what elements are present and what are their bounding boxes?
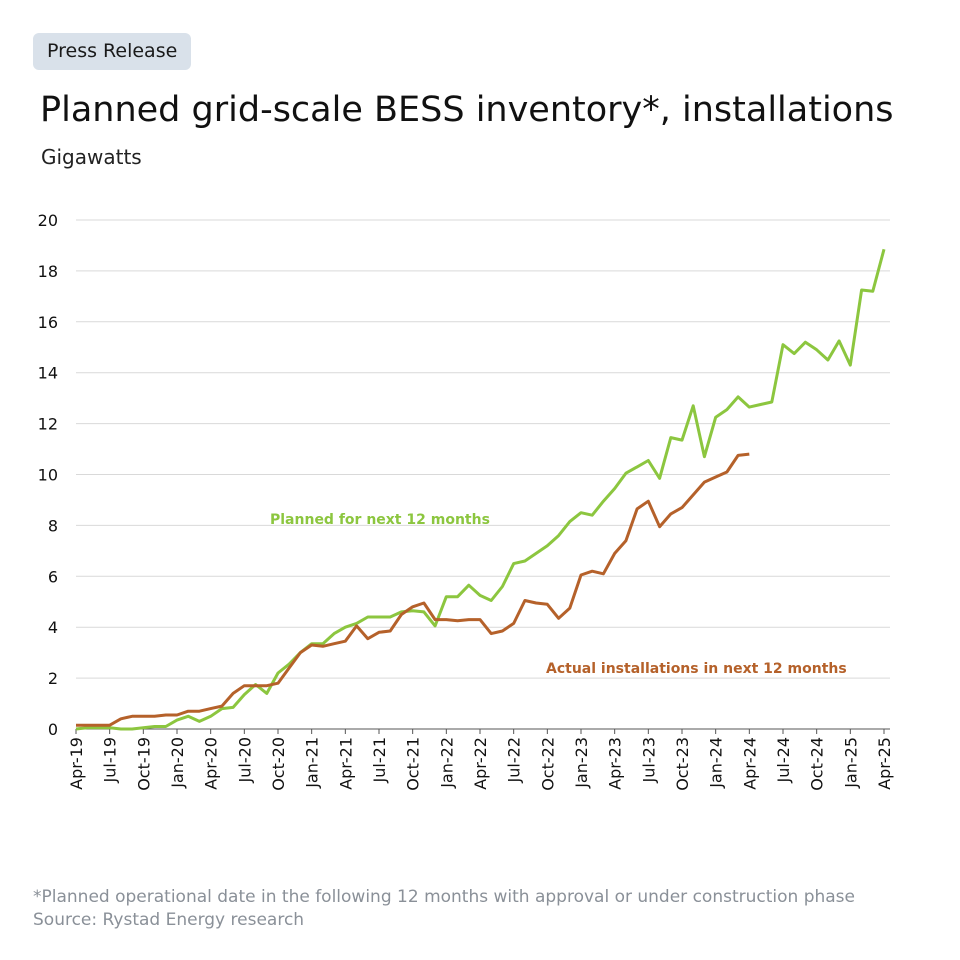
y-tick-label: 8 bbox=[48, 516, 58, 535]
x-tick-label: Jan-21 bbox=[303, 737, 322, 789]
x-tick-label: Apr-21 bbox=[336, 737, 355, 790]
y-tick-label: 10 bbox=[38, 466, 58, 485]
x-tick-label: Oct-19 bbox=[134, 737, 153, 791]
footnote: *Planned operational date in the followi… bbox=[33, 887, 856, 907]
y-tick-label: 18 bbox=[38, 262, 58, 281]
x-tick-label: Jul-20 bbox=[235, 737, 254, 783]
x-tick-label: Apr-20 bbox=[202, 737, 221, 790]
x-tick-label: Oct-20 bbox=[269, 737, 288, 791]
x-tick-label: Apr-22 bbox=[471, 737, 490, 790]
x-tick-label: Apr-24 bbox=[740, 737, 759, 790]
x-tick-label: Jan-23 bbox=[572, 737, 591, 789]
chart-subtitle: Gigawatts bbox=[41, 145, 142, 169]
x-tick-label: Apr-23 bbox=[606, 737, 625, 790]
x-tick-label: Jul-24 bbox=[774, 737, 793, 783]
x-tick-label: Oct-21 bbox=[404, 737, 423, 791]
y-tick-label: 2 bbox=[48, 669, 58, 688]
x-tick-label: Oct-24 bbox=[808, 737, 827, 791]
x-tick-label: Jan-22 bbox=[437, 737, 456, 789]
x-tick-label: Apr-25 bbox=[875, 737, 894, 790]
x-tick-label: Jan-20 bbox=[168, 737, 187, 789]
y-tick-label: 14 bbox=[38, 364, 58, 383]
y-tick-label: 20 bbox=[38, 211, 58, 230]
series-label: Planned for next 12 months bbox=[270, 512, 490, 528]
x-tick-label: Jul-23 bbox=[639, 737, 658, 783]
x-tick-label: Jul-19 bbox=[101, 737, 120, 783]
x-tick-label: Jul-22 bbox=[505, 737, 524, 783]
badge: Press Release bbox=[33, 33, 192, 70]
series-label: Actual installations in next 12 months bbox=[546, 661, 847, 677]
x-tick-label: Jan-25 bbox=[841, 737, 860, 789]
chart-title: Planned grid-scale BESS inventory*, inst… bbox=[40, 90, 894, 130]
x-tick-label: Jan-24 bbox=[707, 737, 726, 789]
y-tick-label: 16 bbox=[38, 313, 58, 332]
y-tick-label: 0 bbox=[48, 720, 58, 739]
series-line bbox=[76, 452, 750, 727]
series-line bbox=[75, 248, 886, 731]
x-tick-label: Apr-19 bbox=[67, 737, 86, 790]
y-tick-label: 6 bbox=[48, 567, 58, 586]
y-tick-label: 12 bbox=[38, 415, 58, 434]
x-tick-label: Jul-21 bbox=[370, 737, 389, 783]
y-tick-label: 4 bbox=[48, 618, 58, 637]
source: Source: Rystad Energy research bbox=[33, 910, 305, 930]
x-tick-label: Oct-22 bbox=[538, 737, 557, 791]
x-tick-label: Oct-23 bbox=[673, 737, 692, 791]
